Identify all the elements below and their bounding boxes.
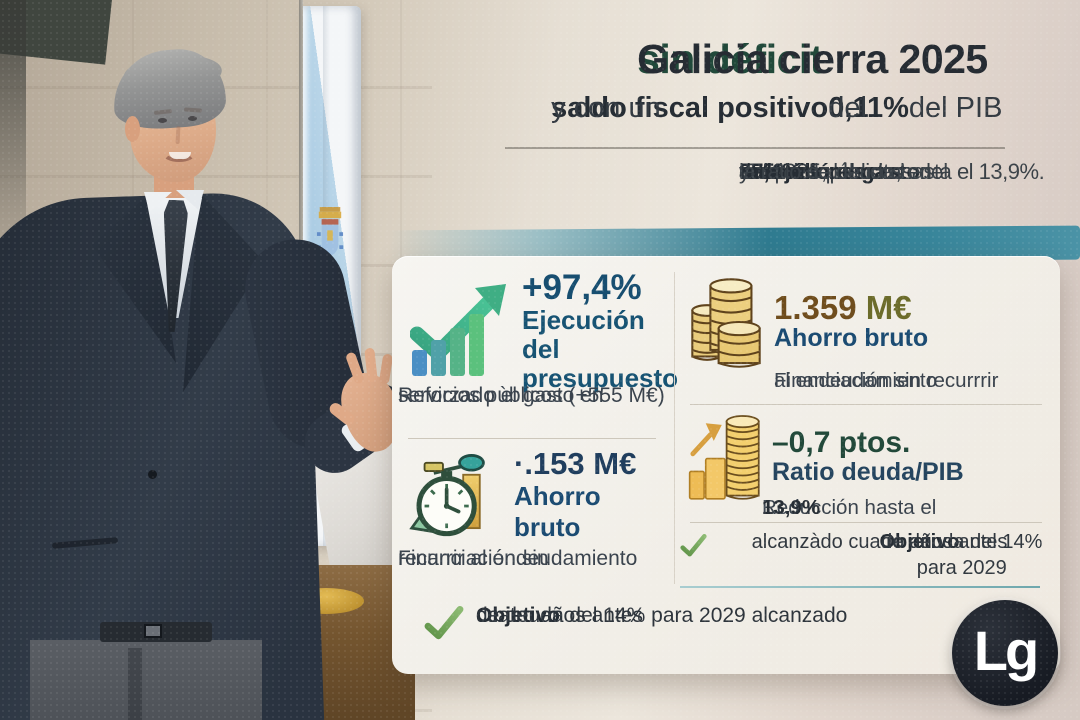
stat-budget-execution: +97,4% Ejecución del presupuesto	[410, 270, 678, 393]
stat-label: Ahorro bruto	[774, 324, 929, 353]
subtext-line: Financiación sin recurrrir	[774, 369, 999, 392]
stat-label-line: presupuesto	[522, 362, 679, 393]
note-rest: de deuda del 14% para 2029 alcanzado	[476, 604, 848, 627]
intro-bold: aumentó el gasto	[739, 159, 920, 184]
eye-left	[158, 118, 167, 123]
stat-value: 1.359 M€	[774, 288, 928, 326]
lg-monogram-logo: Lg	[952, 600, 1058, 706]
vertical-divider	[674, 272, 675, 584]
subtitle-bold: 0,11%	[828, 92, 909, 124]
eye-right	[188, 116, 197, 121]
subtitle-text: del PIB	[908, 92, 1003, 124]
note-rest: de deuda del 14% para 2029	[881, 531, 1043, 579]
coin-stacks-icon	[691, 278, 761, 368]
stat-gross-savings-left: ·.153 M€ Ahorro bruto	[404, 446, 672, 543]
intro-text: En 2025, las citas del	[739, 159, 949, 184]
subtext: Reducción hasta el	[762, 496, 937, 519]
coin-stack-growth-icon	[688, 415, 760, 500]
page-subtitle: y con un saldo fiscal positivo del 0,11%…	[392, 92, 1068, 125]
stat-label: Ahorro bruto	[514, 480, 601, 542]
intro-text: la ratio de deuda hasta el 13,9%.	[739, 159, 1045, 184]
header-divider	[505, 147, 1005, 149]
subtext-line: Financiación sin	[398, 547, 549, 570]
intro-text: y	[739, 159, 750, 184]
intro-bold: redujó	[739, 159, 804, 184]
intro-text: del presupuesto,	[739, 159, 902, 184]
note-bold: Objetivo	[879, 531, 960, 553]
note-text: Objetivo de deuda del 14% para 2029 alca…	[715, 530, 1044, 579]
stat-value: –0,7 ptos.	[772, 425, 911, 459]
note-line: alcanzàdo cuatro años antes	[751, 531, 1008, 553]
stopwatch-savings-icon	[409, 454, 485, 537]
stat-value-unit: M€	[865, 288, 912, 326]
divider	[690, 522, 1042, 523]
stat-value: ·.153 M€	[514, 446, 637, 481]
intro-text: servicios públicos en	[739, 159, 932, 184]
stat-value: +97,4%	[522, 268, 642, 307]
check-icon	[680, 534, 707, 557]
objective-note-right: Objetivo de deuda del 14% para 2029 alca…	[680, 530, 1044, 579]
stat-gross-savings-right: 1.359 M€ Ahorro bruto	[688, 276, 1044, 368]
divider	[408, 438, 656, 439]
trouser-crease	[128, 648, 142, 720]
check-icon	[424, 606, 464, 640]
subtitle-bold: saldo fiscal positivo	[551, 92, 829, 124]
title-main: Galicia cierra 2025	[637, 36, 988, 82]
note-line: cuatro años antes	[476, 604, 643, 627]
jacket-button	[148, 470, 157, 479]
intro-text: en	[739, 159, 764, 184]
note-text: Objetivo de deuda del 14% para 2029 alca…	[476, 602, 976, 630]
smile	[162, 144, 196, 162]
stat-value-number: 1.359	[774, 288, 857, 326]
intro-bold: 97,4%	[739, 159, 802, 184]
stats-card: +97,4% Ejecución del presupuesto Reforza…	[392, 256, 1060, 674]
intro-bold: 555 millones	[739, 159, 866, 184]
stat-debt-ratio: –0,7 ptos. Ratio deuda/PIB	[688, 412, 1044, 502]
stat-label-line: Ejecución del	[522, 304, 645, 364]
subtext-line: al endeudamiento	[774, 369, 937, 392]
teeth	[169, 152, 191, 159]
page-title: Galicia cierra 2025 sin déficit	[400, 36, 1060, 83]
title-accent: sin déficit	[637, 36, 823, 82]
objective-note-bottom: Objetivo de deuda del 14% para 2029 alca…	[424, 602, 984, 643]
subtitle-text: y con un	[551, 92, 661, 124]
trousers	[30, 640, 262, 720]
subtext-line: recurrir al endeudamiento	[398, 547, 638, 570]
note-bold: Objetivo	[476, 604, 561, 627]
subtext-bold: 13,9%	[762, 496, 821, 519]
ear	[125, 116, 140, 142]
divider	[690, 404, 1042, 405]
teal-divider	[680, 586, 1040, 588]
subtext-line: servicios pùblicos (+555 M€)	[398, 384, 665, 407]
subtext-line: Reforzado el gasto en	[398, 384, 604, 407]
logo-text: Lg	[973, 618, 1039, 682]
belt-buckle	[144, 624, 162, 638]
subtitle-text: del	[828, 92, 867, 124]
trend-up-check-bars-icon	[410, 283, 506, 376]
stat-label: Ratio deuda/PIB	[772, 458, 964, 487]
